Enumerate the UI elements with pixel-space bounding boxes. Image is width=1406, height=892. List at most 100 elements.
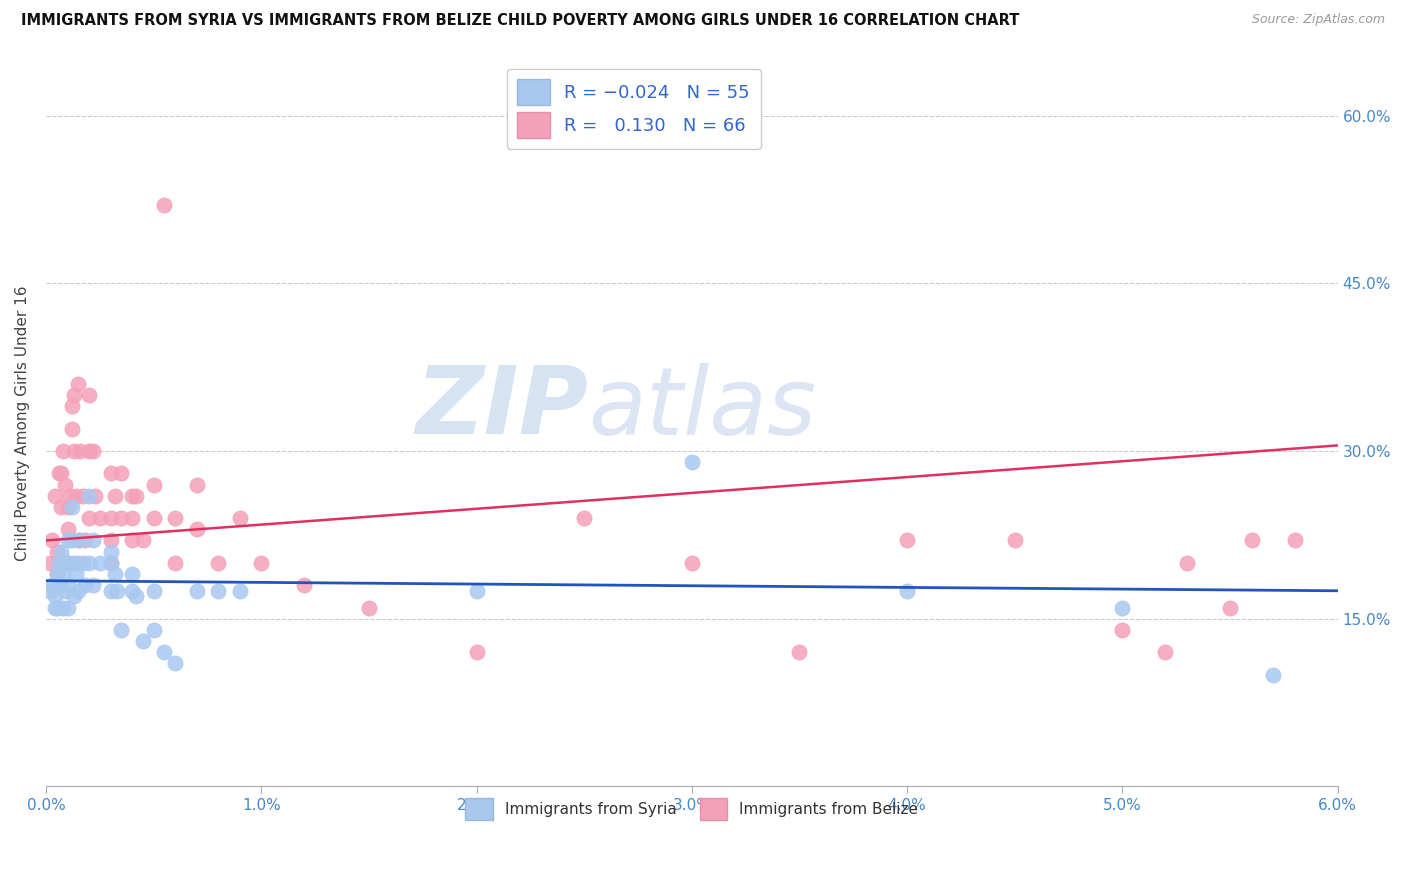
Point <box>1154 645 1177 659</box>
Point <box>1219 600 1241 615</box>
Point <box>53 583 76 598</box>
Point <box>896 533 918 548</box>
Point <box>1004 533 1026 548</box>
Point <box>56 522 79 536</box>
Text: atlas: atlas <box>589 363 817 454</box>
Point <box>45 600 67 615</box>
Point <box>77 388 100 402</box>
Point <box>56 556 79 570</box>
Point <box>52 600 75 615</box>
Point <box>250 556 273 570</box>
Point <box>60 422 83 436</box>
Point <box>228 583 250 598</box>
Point <box>52 444 75 458</box>
Point <box>100 511 122 525</box>
Point <box>82 578 104 592</box>
Point <box>67 533 90 548</box>
Point <box>1175 556 1198 570</box>
Point <box>100 467 122 481</box>
Point <box>1240 533 1263 548</box>
Point <box>48 556 70 570</box>
Point <box>100 533 122 548</box>
Point <box>67 376 90 391</box>
Point <box>53 556 76 570</box>
Point <box>49 544 72 558</box>
Point <box>60 399 83 413</box>
Point <box>45 544 67 558</box>
Point <box>73 533 96 548</box>
Point <box>357 600 380 615</box>
Point <box>63 590 86 604</box>
Point <box>39 556 62 570</box>
Point <box>45 567 67 582</box>
Point <box>100 544 122 558</box>
Point <box>41 578 63 592</box>
Point <box>44 600 66 615</box>
Point <box>121 511 143 525</box>
Point <box>110 467 132 481</box>
Point <box>186 522 208 536</box>
Point <box>44 590 66 604</box>
Point <box>125 590 148 604</box>
Text: ZIP: ZIP <box>416 362 589 455</box>
Point <box>67 583 90 598</box>
Point <box>56 556 79 570</box>
Point <box>186 477 208 491</box>
Point <box>121 489 143 503</box>
Point <box>1111 600 1133 615</box>
Point <box>73 578 96 592</box>
Text: IMMIGRANTS FROM SYRIA VS IMMIGRANTS FROM BELIZE CHILD POVERTY AMONG GIRLS UNDER : IMMIGRANTS FROM SYRIA VS IMMIGRANTS FROM… <box>21 13 1019 29</box>
Point <box>100 583 122 598</box>
Point <box>56 578 79 592</box>
Point <box>104 567 127 582</box>
Point <box>69 533 91 548</box>
Point <box>89 556 111 570</box>
Point <box>65 489 87 503</box>
Point <box>104 489 127 503</box>
Point <box>56 600 79 615</box>
Point <box>228 511 250 525</box>
Point <box>105 583 128 598</box>
Point <box>165 511 187 525</box>
Point <box>48 467 70 481</box>
Y-axis label: Child Poverty Among Girls Under 16: Child Poverty Among Girls Under 16 <box>15 285 30 561</box>
Point <box>56 533 79 548</box>
Point <box>63 444 86 458</box>
Point <box>572 511 595 525</box>
Point <box>153 198 176 212</box>
Point <box>207 556 229 570</box>
Point <box>153 645 176 659</box>
Point <box>789 645 811 659</box>
Point <box>125 489 148 503</box>
Point <box>63 556 86 570</box>
Point <box>82 533 104 548</box>
Point <box>186 583 208 598</box>
Point <box>121 567 143 582</box>
Point <box>60 500 83 514</box>
Point <box>292 578 315 592</box>
Point <box>165 556 187 570</box>
Point <box>77 511 100 525</box>
Point <box>77 556 100 570</box>
Point <box>52 567 75 582</box>
Point <box>121 533 143 548</box>
Point <box>44 489 66 503</box>
Point <box>681 556 703 570</box>
Point <box>53 477 76 491</box>
Point <box>45 567 67 582</box>
Point <box>89 511 111 525</box>
Point <box>142 623 165 637</box>
Point <box>72 556 94 570</box>
Point <box>100 556 122 570</box>
Point <box>142 583 165 598</box>
Point <box>100 556 122 570</box>
Point <box>77 444 100 458</box>
Point <box>49 500 72 514</box>
Point <box>48 578 70 592</box>
Text: Source: ZipAtlas.com: Source: ZipAtlas.com <box>1251 13 1385 27</box>
Point <box>110 511 132 525</box>
Point <box>77 489 100 503</box>
Point <box>69 444 91 458</box>
Point <box>207 583 229 598</box>
Point <box>132 634 155 648</box>
